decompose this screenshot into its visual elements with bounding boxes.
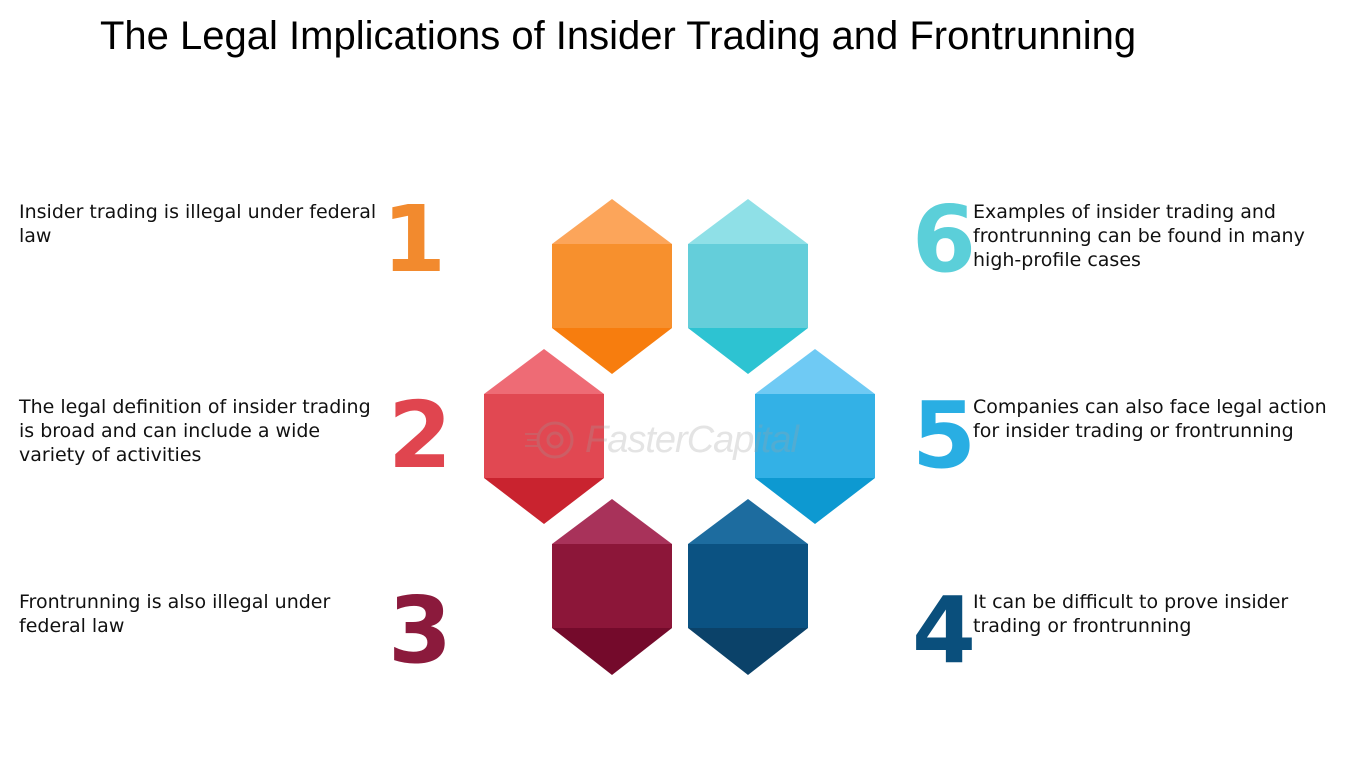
hexagon-5-bottom bbox=[755, 478, 875, 524]
hexagon-3-bottom bbox=[552, 628, 672, 675]
point-6-number: 6 bbox=[912, 186, 977, 293]
hexagon-4 bbox=[688, 499, 808, 675]
watermark-text: FasterCapital bbox=[585, 418, 799, 461]
page-title: The Legal Implications of Insider Tradin… bbox=[100, 14, 1137, 58]
hexagon-2-bottom bbox=[484, 478, 604, 524]
hexagon-2 bbox=[484, 349, 604, 524]
watermark-logo: FasterCapital bbox=[525, 418, 835, 462]
hexagon-1-bottom bbox=[552, 328, 672, 374]
hexagon-4-bottom bbox=[688, 628, 808, 675]
hexagon-5 bbox=[755, 349, 875, 524]
point-2-number: 2 bbox=[388, 382, 453, 489]
hexagon-1-mid bbox=[552, 244, 672, 328]
hexagon-3-mid bbox=[552, 544, 672, 628]
hexagon-5-mid bbox=[755, 394, 875, 478]
hexagon-5-top bbox=[755, 349, 875, 394]
point-4-number: 4 bbox=[912, 577, 977, 684]
point-3-number: 3 bbox=[388, 577, 453, 684]
point-5-text: Companies can also face legal action for… bbox=[973, 396, 1327, 442]
hexagon-6-top bbox=[688, 199, 808, 244]
point-6-text: Examples of insider trading and frontrun… bbox=[973, 201, 1305, 271]
point-1-number: 1 bbox=[382, 186, 447, 293]
hexagon-2-mid bbox=[484, 394, 604, 478]
hexagon-3 bbox=[552, 499, 672, 675]
hexagon-1-top bbox=[552, 199, 672, 244]
point-2-text: The legal definition of insider trading … bbox=[19, 396, 371, 466]
point-3-text: Frontrunning is also illegal under feder… bbox=[19, 591, 331, 637]
hexagon-6-bottom bbox=[688, 328, 808, 374]
hexagon-4-mid bbox=[688, 544, 808, 628]
hexagon-3-top bbox=[552, 499, 672, 544]
point-5-number: 5 bbox=[912, 382, 977, 489]
point-4-text: It can be difficult to prove insider tra… bbox=[973, 591, 1289, 637]
gear-logo-icon bbox=[525, 421, 574, 459]
hexagon-6 bbox=[688, 199, 808, 374]
hexagon-6-mid bbox=[688, 244, 808, 328]
point-1-text: Insider trading is illegal under federal… bbox=[19, 201, 377, 247]
hexagon-2-top bbox=[484, 349, 604, 394]
hexagon-4-top bbox=[688, 499, 808, 544]
hexagon-1 bbox=[552, 199, 672, 374]
